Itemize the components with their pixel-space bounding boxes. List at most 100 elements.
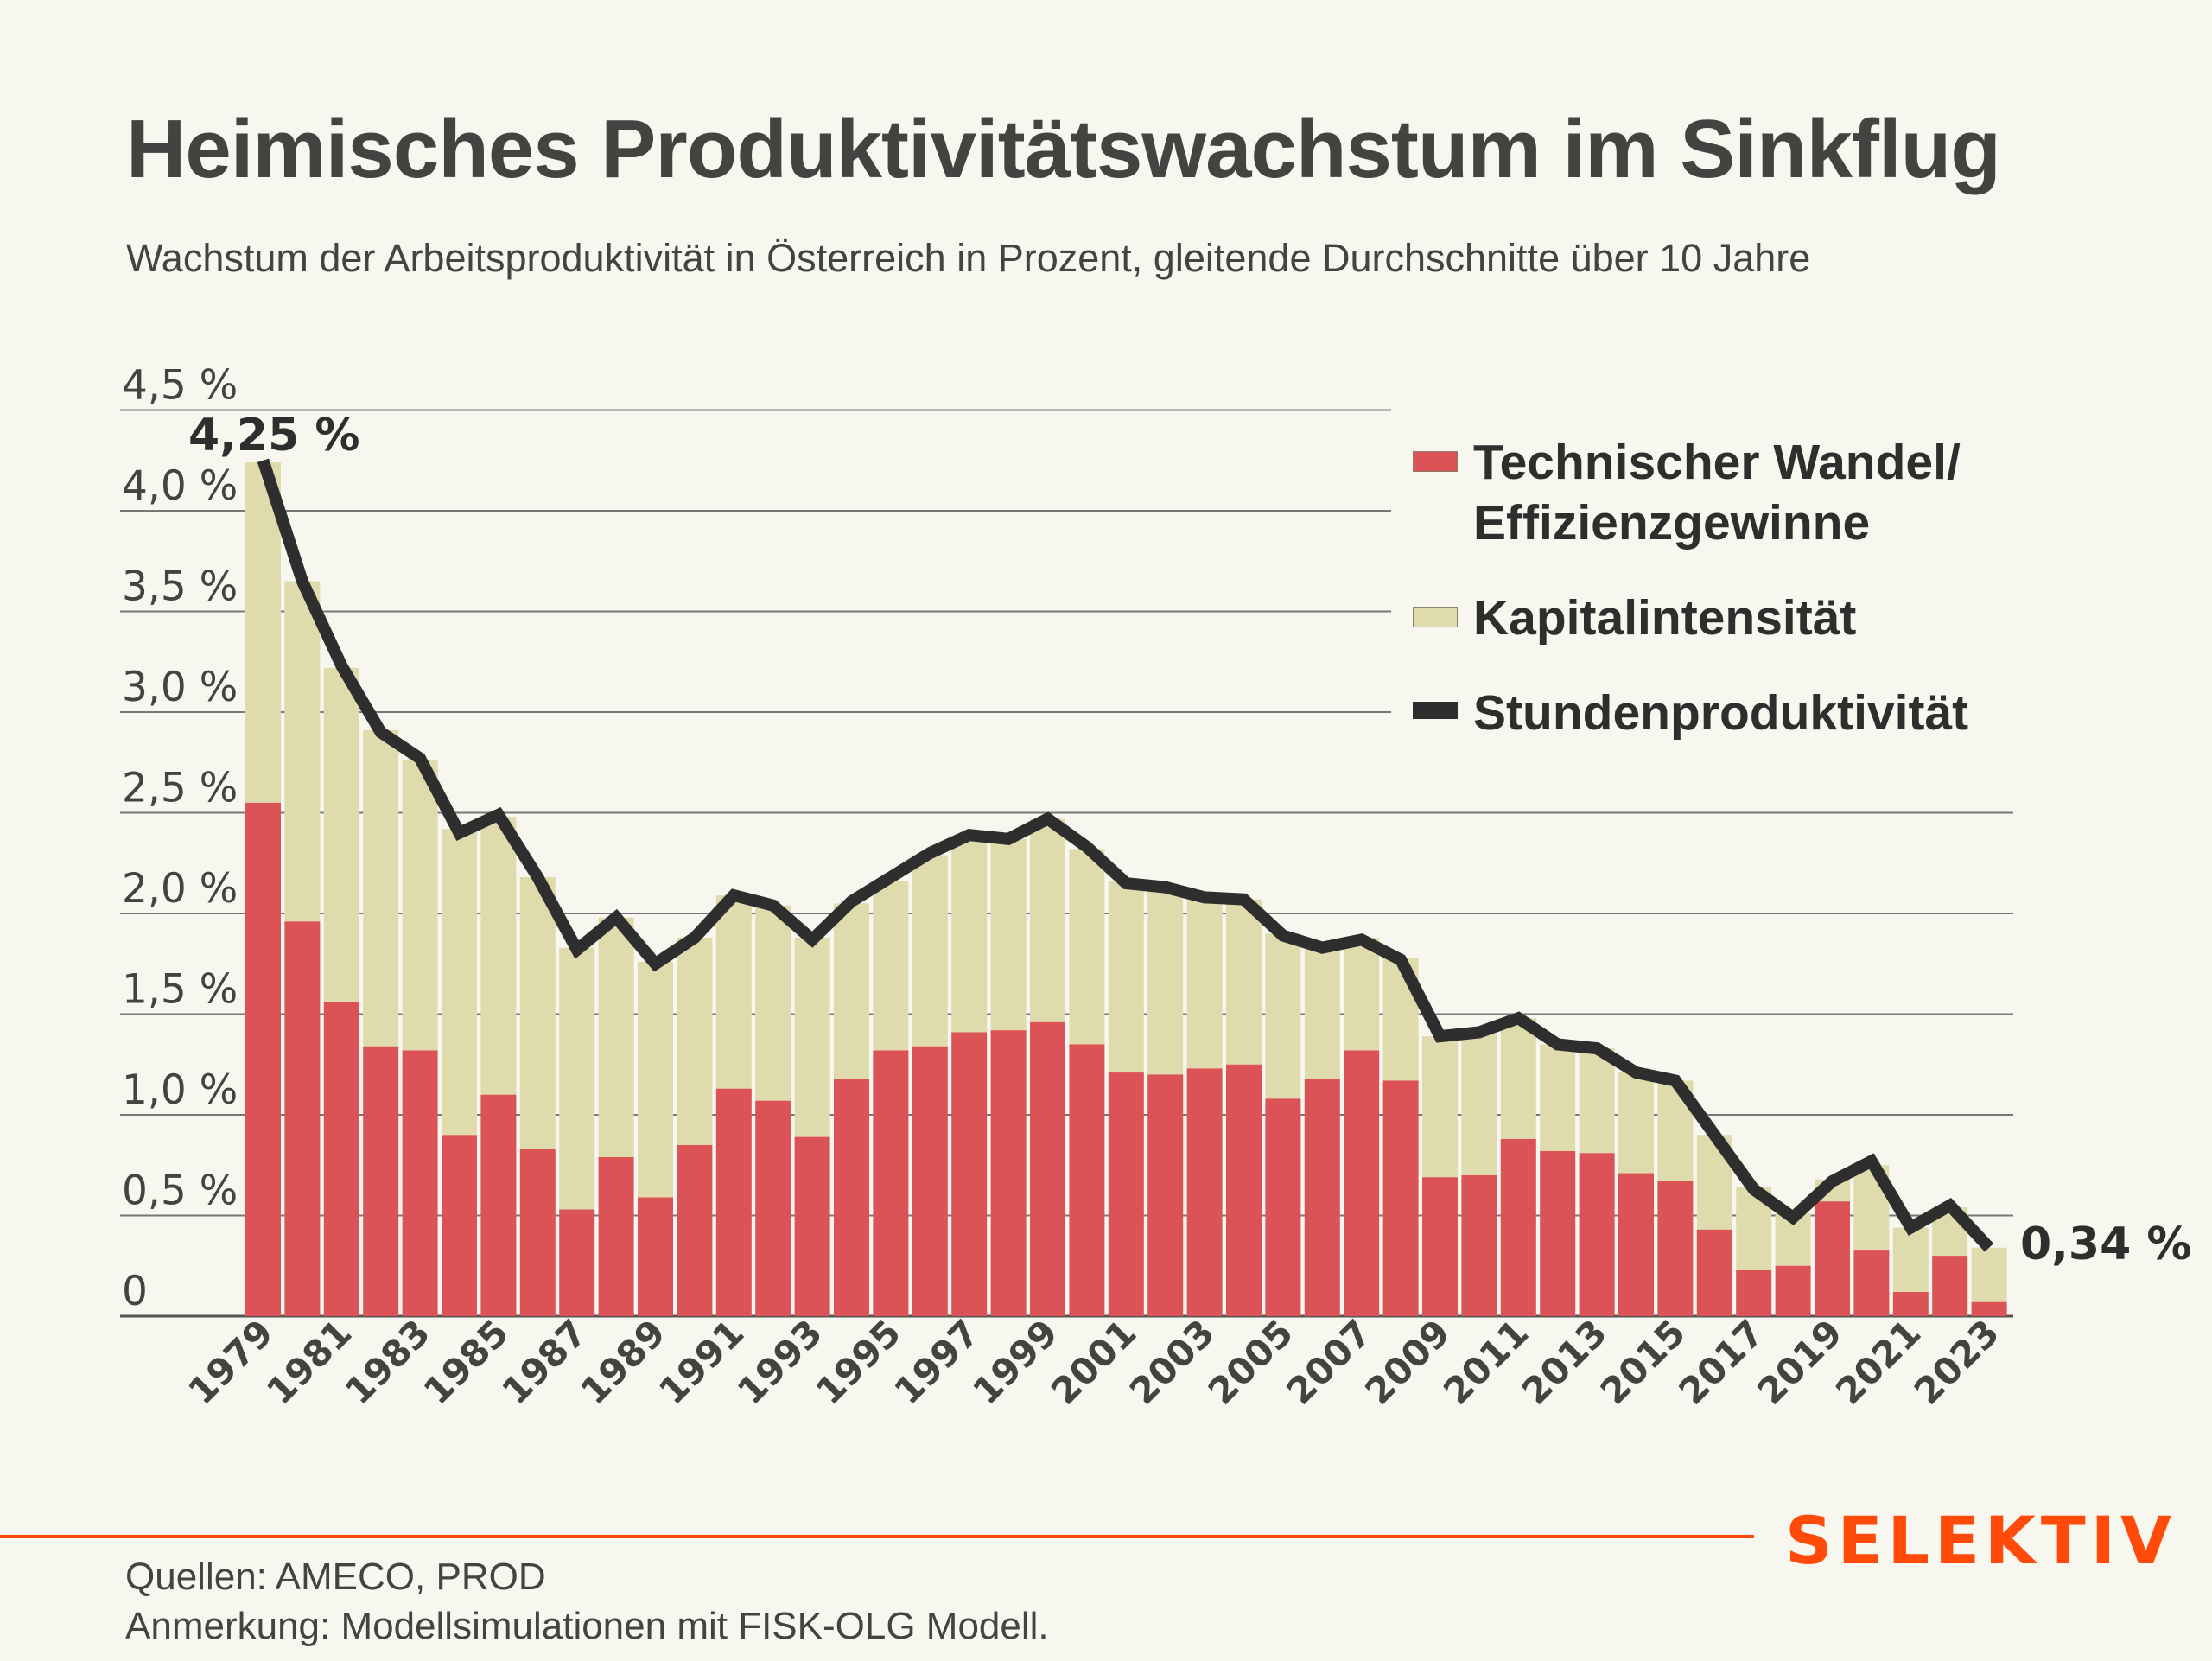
line-series: [257, 458, 1994, 1252]
y-tick-label: 4,5 %: [122, 362, 238, 410]
bar-technischer-wandel: [1657, 1181, 1694, 1316]
y-axis-labels: 0 0,5 % 1,0 % 1,5 % 2,0 % 2,5 % 3,0 % 3,5 % 4,0 …: [122, 362, 238, 1316]
bar-technischer-wandel: [284, 921, 321, 1316]
legend-label: Effizienzgewinne: [1473, 495, 1871, 550]
legend-item-technischer-wandel: Technischer Wandel/ Effizienzgewinne: [1413, 432, 1968, 553]
x-tick-label: 1989: [572, 1311, 673, 1412]
x-tick-label: 2021: [1827, 1311, 1929, 1412]
bar-kapitalintensitaet: [1186, 899, 1223, 1069]
bar-kapitalintensitaet: [912, 855, 948, 1047]
bar-kapitalintensitaet: [1461, 1034, 1497, 1175]
bar-kapitalintensitaet: [990, 838, 1027, 1031]
bar-kapitalintensitaet: [1971, 1247, 2007, 1302]
bar-kapitalintensitaet: [1540, 1044, 1576, 1151]
bar-technischer-wandel: [1932, 1256, 1968, 1316]
bar-technischer-wandel: [1461, 1174, 1497, 1316]
x-tick-label: 1991: [651, 1311, 752, 1412]
bar-kapitalintensitaet: [323, 667, 359, 1002]
annotations: 4,25 % 0,34 %: [188, 410, 2192, 1270]
bar-technischer-wandel: [1540, 1150, 1576, 1316]
bar-technischer-wandel: [1147, 1074, 1184, 1316]
x-tick-label: 2003: [1122, 1311, 1223, 1412]
x-tick-label: 2011: [1435, 1311, 1536, 1412]
bar-kapitalintensitaet: [284, 581, 321, 922]
bar-technischer-wandel: [1108, 1072, 1144, 1316]
x-tick-label: 2015: [1592, 1311, 1694, 1412]
bar-kapitalintensitaet: [1892, 1227, 1929, 1293]
x-tick-label: 2005: [1200, 1311, 1301, 1412]
y-tick-label: 3,5 %: [122, 563, 238, 611]
bar-kapitalintensitaet: [1147, 887, 1184, 1075]
bar-technischer-wandel: [990, 1030, 1027, 1316]
x-tick-label: 1993: [729, 1311, 830, 1412]
x-tick-label: 1983: [337, 1311, 438, 1412]
bar-kapitalintensitaet: [951, 838, 988, 1033]
bar-kapitalintensitaet: [794, 937, 830, 1137]
bar-technischer-wandel: [1696, 1229, 1732, 1316]
x-tick-label: 1999: [964, 1311, 1065, 1412]
x-tick-label: 1987: [493, 1311, 594, 1412]
x-tick-label: 2009: [1357, 1311, 1458, 1412]
sources-text: Quellen: AMECO, PROD: [125, 1556, 546, 1598]
bar-technischer-wandel: [951, 1032, 988, 1316]
bar-kapitalintensitaet: [638, 961, 673, 1198]
legend-swatch-red: [1413, 451, 1458, 472]
bar-technischer-wandel: [1304, 1079, 1340, 1316]
y-tick-label: 3,0 %: [122, 664, 238, 711]
bar-technischer-wandel: [755, 1100, 791, 1316]
x-tick-label: 1981: [258, 1311, 359, 1412]
bar-technischer-wandel: [1579, 1153, 1615, 1316]
bar-kapitalintensitaet: [1030, 818, 1065, 1022]
bar-technischer-wandel: [559, 1209, 595, 1316]
y-tick-label: 0: [122, 1268, 148, 1315]
x-tick-label: 2019: [1749, 1311, 1850, 1412]
bar-kapitalintensitaet: [1344, 937, 1380, 1051]
bar-kapitalintensitaet: [442, 829, 477, 1136]
bar-technischer-wandel: [794, 1136, 830, 1316]
bar-kapitalintensitaet: [245, 462, 281, 803]
x-tick-label: 1985: [416, 1311, 517, 1412]
y-tick-label: 4,0 %: [122, 462, 238, 510]
legend-item-kapitalintensitaet: Kapitalintensität: [1413, 588, 1968, 648]
bar-technischer-wandel: [245, 802, 281, 1316]
footer-divider: [0, 1535, 1754, 1538]
legend-label: Stundenproduktivität: [1473, 685, 1969, 741]
legend-item-stundenproduktivitaet: Stundenproduktivität: [1413, 683, 1968, 743]
legend: Technischer Wandel/ Effizienzgewinne Kap…: [1413, 432, 1968, 743]
bar-technischer-wandel: [442, 1135, 477, 1316]
bar-kapitalintensitaet: [480, 817, 517, 1095]
bar-kapitalintensitaet: [1265, 933, 1301, 1099]
bar-technischer-wandel: [873, 1050, 909, 1316]
legend-label: Kapitalintensität: [1473, 590, 1857, 646]
x-tick-label: 1997: [886, 1311, 987, 1412]
bar-technischer-wandel: [1030, 1021, 1065, 1316]
bar-technischer-wandel: [1344, 1050, 1380, 1316]
bar-technischer-wandel: [1226, 1064, 1262, 1316]
bar-kapitalintensitaet: [363, 729, 399, 1047]
bar-kapitalintensitaet: [598, 917, 634, 1157]
bar-technischer-wandel: [1815, 1201, 1850, 1316]
bar-kapitalintensitaet: [402, 760, 438, 1051]
bar-technischer-wandel: [323, 1002, 359, 1316]
x-tick-label: 1979: [180, 1311, 281, 1412]
bar-kapitalintensitaet: [1108, 881, 1144, 1073]
bar-technischer-wandel: [402, 1050, 438, 1316]
y-tick-label: 2,0 %: [122, 865, 238, 913]
bar-technischer-wandel: [1382, 1080, 1419, 1316]
bar-kapitalintensitaet: [873, 881, 909, 1051]
x-axis-labels: 1979198119831985198719891991199319951997…: [180, 1311, 2007, 1412]
y-tick-label: 1,0 %: [122, 1066, 238, 1114]
bar-technischer-wandel: [638, 1197, 673, 1316]
bar-technischer-wandel: [1500, 1138, 1536, 1316]
y-tick-label: 1,5 %: [122, 966, 238, 1014]
legend-swatch-beige: [1413, 607, 1458, 627]
bar-technischer-wandel: [519, 1149, 556, 1316]
bar-technischer-wandel: [1736, 1270, 1772, 1316]
x-tick-label: 2017: [1670, 1311, 1771, 1412]
bar-technischer-wandel: [1422, 1177, 1458, 1316]
bar-technischer-wandel: [1892, 1292, 1929, 1316]
chart-title: Heimisches Produktivitätswachstum im Sin…: [126, 103, 2001, 195]
x-tick-label: 2001: [1043, 1311, 1144, 1412]
bars: [245, 462, 2007, 1316]
